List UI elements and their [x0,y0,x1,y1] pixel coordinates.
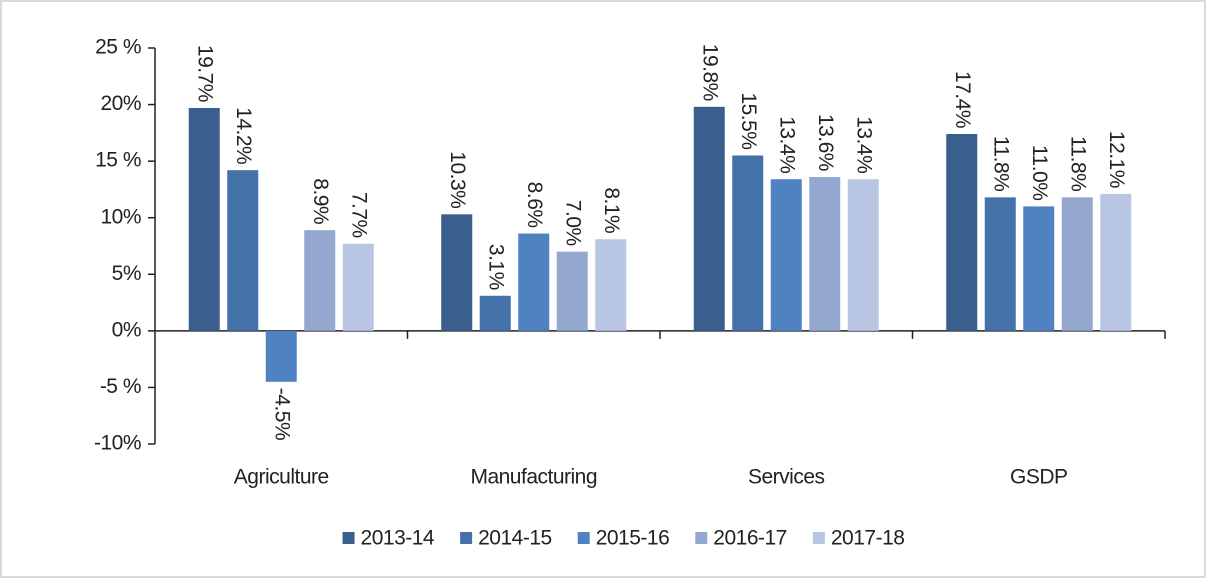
bar [946,133,978,331]
y-tick-label: -5 % [100,375,141,398]
data-label: 13.6% [814,114,837,171]
data-label: 8.1% [600,187,623,233]
bar [809,176,841,331]
legend-label: 2015-16 [596,527,670,550]
y-tick-label: 15 % [95,149,141,172]
bar [556,251,588,331]
x-tick-label: GSDP [1010,466,1068,489]
data-label: -4.5% [271,388,294,440]
y-tick-label: -10% [94,432,141,455]
data-label: 7.0% [562,200,585,246]
x-tick-label: Manufacturing [470,466,597,489]
data-label: 10.3% [446,151,469,208]
bar [984,197,1016,331]
legend-swatch [695,532,708,544]
legend-swatch [577,532,590,544]
bar [227,170,259,331]
data-label: 11.0% [1028,145,1051,201]
bar [770,179,802,331]
legend-swatch [342,532,355,544]
data-label: 14.2% [232,107,255,164]
bar [265,330,297,382]
bar [518,233,550,331]
y-tick-label: 10% [100,205,141,228]
data-label: 15.5% [737,92,760,149]
legend-swatch [812,532,825,544]
data-label: 17.4% [951,71,974,128]
bar [441,214,473,331]
data-label: 12.1% [1105,131,1128,188]
bar [1100,193,1132,331]
bar [1061,197,1093,331]
data-label: 3.1% [485,244,508,290]
data-label: 13.4% [853,116,876,173]
bar [693,106,725,331]
bar [732,155,764,331]
y-tick-label: 0% [112,318,141,341]
data-label: 7.7% [348,192,371,238]
y-tick-label: 25 % [95,36,141,59]
bar [847,179,879,331]
x-tick-label: Services [748,466,825,489]
data-label: 19.7% [194,45,217,102]
data-label: 11.8% [990,136,1013,192]
bar [304,230,336,331]
legend-label: 2013-14 [361,527,435,550]
bar [1023,206,1055,331]
bar [595,239,627,331]
data-label: 8.9% [309,178,332,224]
bar [342,243,374,331]
legend-swatch [460,532,473,544]
data-label: 13.4% [776,116,799,173]
legend-label: 2016-17 [713,527,787,550]
data-label: 8.6% [523,182,546,228]
legend-label: 2017-18 [831,527,905,550]
data-label: 11.8% [1067,136,1090,192]
x-tick-label: Agriculture [234,466,329,489]
data-label: 19.8% [699,44,722,101]
bar [479,295,511,331]
bar [188,107,220,331]
y-tick-label: 5% [112,262,141,285]
legend-label: 2014-15 [478,527,552,550]
y-tick-label: 20% [100,92,141,115]
